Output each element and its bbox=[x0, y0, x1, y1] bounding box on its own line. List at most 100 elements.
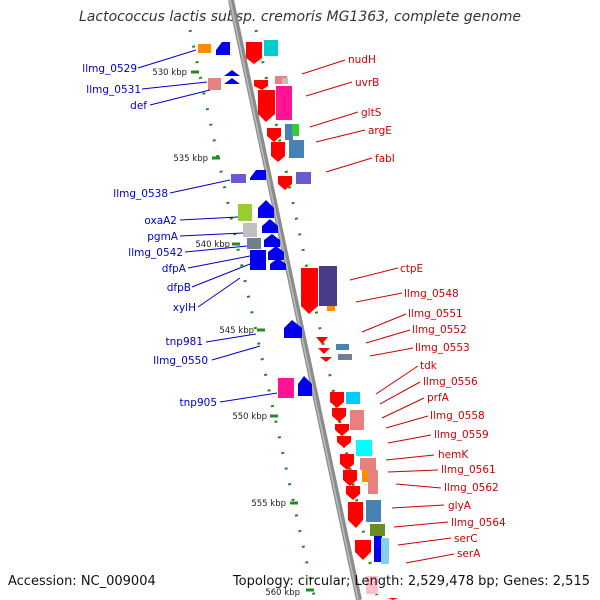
gene-box bbox=[243, 223, 257, 237]
gene-box bbox=[289, 140, 304, 158]
gene-box bbox=[368, 470, 378, 494]
forward-strand-features bbox=[246, 40, 398, 600]
gene-arrow bbox=[258, 200, 274, 218]
genome-backbone bbox=[228, 0, 362, 600]
gene-box bbox=[319, 266, 337, 306]
gene-arrow bbox=[348, 502, 363, 528]
map-title: Lactococcus lactis subsp. cremoris MG136… bbox=[79, 9, 521, 25]
gene-label: pgmA bbox=[147, 231, 179, 243]
gene-label: oxaA2 bbox=[144, 215, 177, 227]
gene-box bbox=[296, 172, 311, 184]
gene-box bbox=[231, 174, 246, 183]
gene-arrow bbox=[278, 176, 292, 190]
gene-label: argE bbox=[368, 125, 392, 137]
gene-label: llmg_0551 bbox=[408, 308, 463, 320]
gene-box bbox=[327, 306, 335, 311]
gene-box bbox=[381, 538, 389, 564]
gene-label: tdk bbox=[420, 360, 438, 372]
gene-box bbox=[282, 78, 288, 84]
gene-arrow bbox=[262, 219, 278, 233]
gene-box bbox=[350, 410, 364, 430]
gene-arrow bbox=[268, 246, 284, 260]
gene-arrow bbox=[388, 598, 398, 600]
gene-box bbox=[366, 500, 381, 522]
gene-box bbox=[338, 354, 352, 360]
reverse-strand-features bbox=[198, 42, 312, 398]
scale-label: 560 kbp bbox=[265, 588, 300, 598]
gene-label: llmg_0561 bbox=[441, 464, 496, 476]
gene-box bbox=[336, 344, 349, 350]
gene-label: uvrB bbox=[355, 77, 379, 89]
gene-label: llmg_0558 bbox=[430, 410, 485, 422]
gene-label: ctpE bbox=[400, 263, 423, 275]
right-connectors bbox=[301, 59, 455, 564]
gene-label: def bbox=[130, 100, 147, 112]
gene-box bbox=[250, 250, 266, 270]
gene-label: serC bbox=[454, 533, 478, 545]
gene-box bbox=[360, 458, 376, 470]
gene-box bbox=[362, 470, 370, 482]
gene-label: llmg_0529 bbox=[82, 63, 137, 75]
gene-label: nudH bbox=[348, 54, 376, 66]
right-gene-labels: nudH uvrB gltS argE fabI ctpE llmg_0548 … bbox=[348, 54, 506, 560]
gene-label: tnp981 bbox=[166, 336, 203, 348]
gene-label: gltS bbox=[361, 107, 382, 119]
gene-arrow bbox=[258, 90, 275, 122]
gene-label: llmg_0562 bbox=[444, 482, 499, 494]
gene-box bbox=[275, 76, 287, 84]
scale-label: 550 kbp bbox=[232, 412, 267, 422]
gene-arrow bbox=[298, 376, 312, 396]
gene-arrow bbox=[335, 424, 349, 436]
gene-arrow bbox=[340, 454, 354, 470]
gene-box bbox=[370, 524, 385, 536]
gene-label: dfpB bbox=[167, 282, 191, 294]
gene-arrow bbox=[318, 348, 330, 354]
scale-labels: 530 kbp 535 kbp 540 kbp 545 kbp 550 kbp … bbox=[152, 68, 300, 598]
gene-box bbox=[356, 440, 372, 456]
gene-label: llmg_0550 bbox=[153, 355, 208, 367]
scale-label: 555 kbp bbox=[251, 499, 286, 509]
gene-arrow bbox=[332, 408, 346, 422]
gene-arrow bbox=[320, 357, 332, 362]
gene-label: serA bbox=[457, 548, 481, 560]
gene-label: llmg_0531 bbox=[86, 84, 141, 96]
gene-label: xylH bbox=[173, 302, 196, 314]
tick-guides bbox=[188, 29, 380, 600]
gene-label: llmg_0552 bbox=[412, 324, 467, 336]
gene-label: glyA bbox=[448, 500, 472, 512]
gene-label: llmg_0538 bbox=[113, 188, 168, 200]
gene-box bbox=[285, 124, 293, 140]
gene-box bbox=[374, 536, 382, 562]
gene-box bbox=[208, 78, 221, 90]
gene-arrow bbox=[346, 486, 360, 500]
gene-box bbox=[238, 204, 252, 221]
gene-arrow bbox=[337, 436, 351, 448]
scale-ticks bbox=[191, 70, 314, 592]
gene-label: llmg_0553 bbox=[415, 342, 470, 354]
gene-arrow bbox=[250, 170, 266, 180]
gene-arrow bbox=[330, 392, 344, 408]
topology-label: Topology: circular; Length: 2,529,478 bp… bbox=[232, 574, 590, 589]
gene-arrow bbox=[267, 128, 281, 142]
gene-label: llmg_0556 bbox=[423, 376, 478, 388]
gene-arrow bbox=[301, 268, 318, 314]
gene-arrow bbox=[316, 337, 328, 344]
gene-arrow bbox=[224, 70, 240, 76]
gene-arrow bbox=[246, 42, 262, 64]
gene-box bbox=[264, 40, 278, 56]
gene-arrow bbox=[271, 142, 285, 162]
gene-box bbox=[278, 378, 294, 398]
gene-label: llmg_0559 bbox=[434, 429, 489, 441]
gene-label: llmg_0542 bbox=[128, 247, 183, 259]
gene-box bbox=[366, 576, 378, 594]
gene-label: prfA bbox=[427, 392, 450, 404]
gene-arrow bbox=[343, 470, 357, 486]
gene-arrow bbox=[270, 258, 286, 270]
gene-box bbox=[276, 86, 292, 120]
left-connectors bbox=[137, 49, 278, 403]
gene-box bbox=[292, 124, 299, 136]
scale-label: 530 kbp bbox=[152, 68, 187, 78]
gene-arrow bbox=[355, 540, 371, 560]
gene-box bbox=[247, 238, 261, 249]
